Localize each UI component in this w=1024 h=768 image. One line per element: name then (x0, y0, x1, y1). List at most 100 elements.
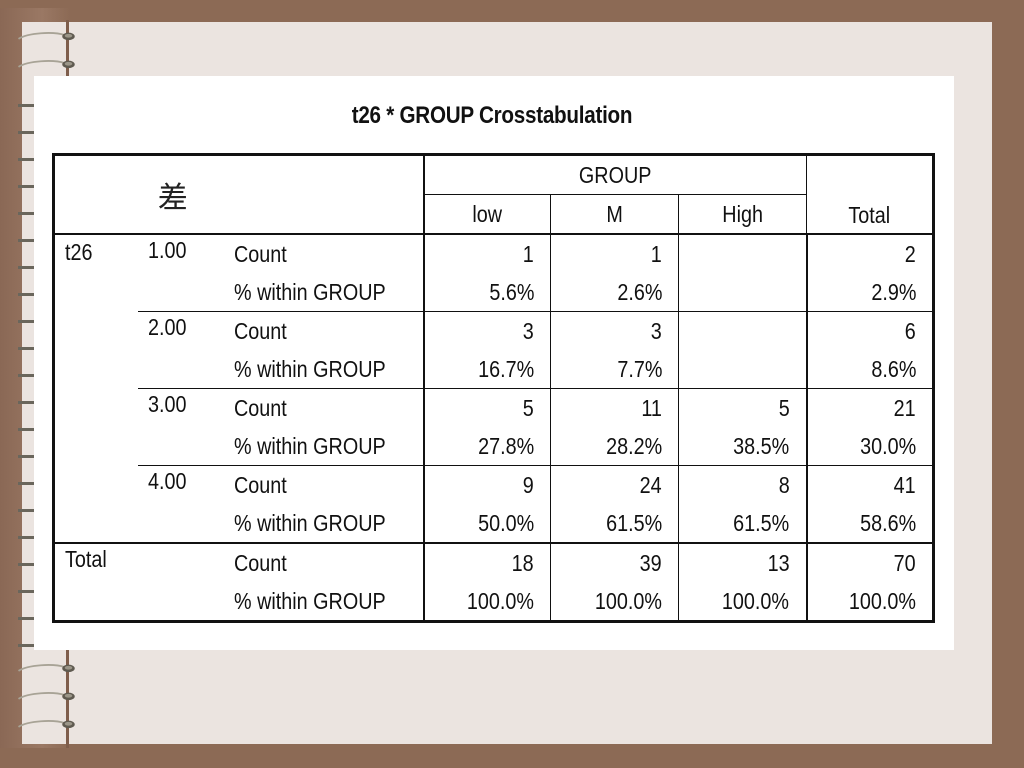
count-cell: 1 (423, 234, 551, 273)
cell-value: 2 (904, 240, 916, 267)
cell-value: 100.0% (594, 587, 662, 614)
total-row-label: Total (65, 546, 107, 572)
count-cell (678, 311, 808, 350)
cell-value: 58.6% (859, 509, 916, 536)
cell-value: 1 (522, 240, 534, 267)
count-cell: 24 (550, 465, 679, 504)
column-header-m: M (550, 194, 679, 235)
count-cell: 5 (423, 388, 551, 427)
cell-value: 100.0% (466, 587, 534, 614)
column-header-low: low (423, 194, 551, 235)
cell-value: 30.0% (859, 432, 916, 459)
spiral-ring-icon (18, 60, 75, 69)
stat-text: % within GROUP (233, 355, 386, 382)
count-cell: 18 (423, 542, 551, 582)
cell-value: 24 (639, 471, 662, 498)
cell-value: 21 (893, 394, 916, 421)
total-row: Total Count 18 39 13 70 (53, 542, 934, 622)
corner-cell: 差 (53, 154, 425, 235)
spiral-ring-icon (18, 32, 75, 41)
table-row: % within GROUP 27.8% 28.2% 38.5% 30.0% (54, 427, 934, 466)
crosstab-table: 差 GROUP Total low M High t26 1.00 Count … (52, 153, 935, 623)
table-row: t26 1.00 Count 1 1 2 (54, 234, 934, 273)
pct-cell: 61.5% (678, 504, 808, 544)
pct-cell: 5.6% (423, 273, 551, 312)
count-cell: 11 (550, 388, 679, 427)
stat-text: % within GROUP (233, 509, 386, 536)
total-header-label: Total (848, 202, 891, 228)
cell-value: 3 (522, 317, 534, 344)
header-row-columns: low M High (54, 194, 934, 235)
column-label: High (722, 200, 763, 227)
table-row: % within GROUP 50.0% 61.5% 61.5% 58.6% (54, 504, 934, 544)
count-total-cell: 2 (807, 234, 934, 273)
level-cell: 2.00 (137, 311, 224, 389)
cell-value: 5.6% (488, 278, 534, 305)
cell-value: 16.7% (477, 355, 534, 382)
stat-label: % within GROUP (223, 427, 425, 466)
stat-label: Count (223, 311, 425, 350)
stat-label: % within GROUP (223, 273, 425, 312)
cell-value: 70 (893, 549, 916, 576)
cell-value: 5 (522, 394, 534, 421)
cell-value: 61.5% (605, 509, 662, 536)
stat-label: Count (223, 542, 425, 582)
pct-cell (678, 273, 808, 312)
level-label: 4.00 (147, 468, 186, 494)
stat-text: % within GROUP (233, 278, 386, 305)
cell-value: 6 (904, 317, 916, 344)
pct-cell: 100.0% (423, 582, 551, 622)
stat-label: % within GROUP (223, 504, 425, 544)
cell-value: 9 (522, 471, 534, 498)
cell-value: 3 (650, 317, 662, 344)
spiral-ring-icon (18, 692, 75, 701)
count-total-cell: 70 (806, 542, 934, 582)
total-row-label-cell: Total (53, 542, 224, 622)
pct-cell: 2.6% (550, 273, 679, 312)
row-variable-label: t26 (65, 239, 93, 265)
pct-cell: 61.5% (550, 504, 679, 544)
level-cell: 4.00 (137, 465, 224, 543)
pct-total-cell: 2.9% (806, 273, 934, 312)
header-row-group: 差 GROUP Total (53, 154, 934, 235)
count-cell: 5 (678, 388, 808, 427)
total-row: % within GROUP 100.0% 100.0% 100.0% 100.… (54, 582, 934, 622)
stat-label: % within GROUP (223, 582, 425, 622)
cell-value: 41 (893, 471, 916, 498)
stat-label: % within GROUP (223, 350, 425, 389)
row-variable-cell: t26 (54, 234, 138, 543)
corner-label: 差 (157, 180, 188, 216)
cell-value: 100.0% (848, 587, 916, 614)
count-total-cell: 21 (807, 389, 934, 428)
count-cell: 39 (550, 542, 679, 582)
stat-text: Count (233, 317, 287, 344)
level-label: 1.00 (147, 237, 186, 263)
table-row: 2.00 Count 3 3 6 (54, 311, 934, 389)
stat-label: Count (223, 234, 425, 273)
count-total-cell: 6 (807, 312, 934, 351)
cell-value: 27.8% (477, 432, 534, 459)
column-label: M (606, 200, 623, 227)
stat-text: % within GROUP (233, 432, 386, 459)
cell-value: 18 (511, 549, 534, 576)
cell-value: 5 (778, 394, 790, 421)
cell-value: 50.0% (477, 509, 534, 536)
pct-cell: 38.5% (678, 427, 808, 466)
count-cell: 8 (678, 465, 808, 504)
pct-cell: 50.0% (423, 504, 551, 544)
pct-total-cell: 100.0% (807, 582, 934, 622)
table-row: % within GROUP 16.7% 7.7% 8.6% (54, 350, 934, 389)
count-cell: 13 (678, 542, 808, 582)
cell-value: 11 (641, 394, 662, 421)
level-label: 2.00 (147, 314, 186, 340)
pct-total-cell: 30.0% (806, 427, 934, 466)
pct-total-cell: 8.6% (806, 350, 934, 389)
count-cell: 1 (550, 234, 679, 273)
pct-cell: 7.7% (550, 350, 679, 389)
stat-label: Count (223, 465, 425, 504)
cell-value: 13 (767, 549, 790, 576)
stat-text: Count (233, 471, 287, 498)
table-title: t26 * GROUP Crosstabulation (351, 102, 633, 129)
pct-cell (678, 350, 808, 389)
total-header: Total (806, 154, 934, 235)
